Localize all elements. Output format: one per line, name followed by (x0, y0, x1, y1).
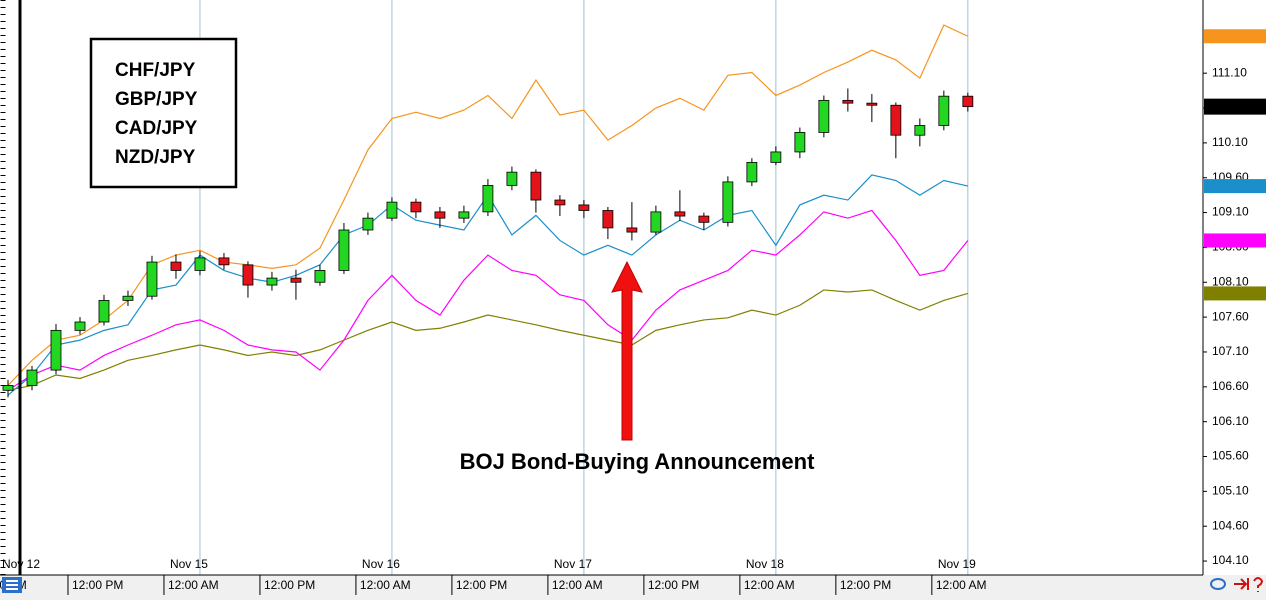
y-tick-label: 109.10 (1212, 205, 1249, 219)
scroll-icon[interactable] (1234, 578, 1249, 590)
candle-body (482, 184, 494, 213)
legend-box (89, 37, 238, 189)
candle-body (554, 199, 566, 206)
candle-body (242, 264, 254, 286)
candle-body (170, 261, 182, 271)
series-last-marker (1204, 179, 1266, 194)
x-tick-label: 12:00 PM (840, 578, 891, 592)
date-label: Nov 18 (746, 557, 784, 571)
series-line (7, 209, 969, 391)
y-tick-label: 106.10 (1212, 414, 1249, 428)
legend-entry: NZD/JPY (115, 147, 196, 168)
candle-body (914, 125, 926, 136)
candle-body (602, 210, 614, 229)
candle-body (290, 277, 302, 283)
legend-entry: GBP/JPY (115, 89, 198, 110)
x-tick-label: 12:00 AM (936, 578, 987, 592)
candle-body (842, 99, 854, 104)
x-tick-label: 12:00 AM (168, 578, 219, 592)
y-tick-label: 107.10 (1212, 344, 1249, 358)
x-tick-label: 12:00 PM (264, 578, 315, 592)
x-tick-label: 12:00 PM (648, 578, 699, 592)
candle-body (2, 385, 14, 391)
series-line (7, 289, 969, 391)
x-tick-label: 12:00 AM (552, 578, 603, 592)
candle-body (578, 204, 590, 211)
candle-body (26, 369, 38, 386)
candle-body (194, 257, 206, 271)
candle-body (410, 201, 422, 213)
candle-body (746, 161, 758, 183)
candle-body (434, 211, 446, 219)
series-last-marker (1204, 233, 1266, 248)
candle-body (890, 104, 902, 136)
plot-area: Nov 12 Nov 15 Nov 16 Nov 17 Nov 18 Nov 19CHF/… (2, 0, 976, 575)
y-tick-label: 104.10 (1212, 553, 1249, 567)
y-tick-label: 105.10 (1212, 484, 1249, 498)
candle-body (698, 215, 710, 223)
y-tick-label: 105.60 (1212, 449, 1249, 463)
candle-body (98, 299, 110, 323)
candle-body (794, 132, 806, 153)
candle-body (218, 257, 230, 266)
y-tick-label: 108.10 (1212, 274, 1249, 288)
candle-body (530, 171, 542, 201)
candle-body (266, 277, 278, 286)
y-tick-label: 104.60 (1212, 518, 1249, 532)
link-icon[interactable] (1210, 578, 1226, 590)
candle-body (50, 329, 62, 371)
candle-body (938, 95, 950, 126)
series-line (7, 24, 969, 386)
date-label: Nov 15 (170, 557, 208, 571)
last-price-box (1204, 98, 1266, 115)
y-tick-label: 107.60 (1212, 309, 1249, 323)
candle-body (626, 227, 638, 233)
candle-body (674, 211, 686, 217)
date-label: Nov 16 (362, 557, 400, 571)
candle-body (962, 95, 974, 108)
time-axis (0, 575, 1266, 600)
candle-body (722, 181, 734, 223)
annotation: BOJ Bond-Buying Announcement (460, 449, 816, 474)
candle-body (506, 171, 518, 186)
y-tick-label: 111.10 (1212, 65, 1247, 79)
last-price-label: 110.62 (1230, 99, 1266, 113)
x-tick-label: 12:00 PM (72, 578, 123, 592)
candle-body (362, 217, 374, 231)
y-tick-label: 106.60 (1212, 379, 1249, 393)
date-label: Nov 17 (554, 557, 592, 571)
candle-body (770, 151, 782, 163)
candle-body (818, 99, 830, 133)
series-last-marker (1204, 286, 1266, 301)
candle-body (122, 295, 134, 301)
candle-body (74, 321, 86, 331)
candle-body (458, 211, 470, 219)
arrow (611, 260, 643, 441)
candle-body (650, 211, 662, 233)
candle-body (314, 270, 326, 283)
legend-entry: CHF/JPY (115, 60, 196, 81)
candle-body (146, 261, 158, 297)
x-tick-label: 12:00 AM (744, 578, 795, 592)
y-tick-label: 110.10 (1212, 135, 1248, 149)
legend-entry: CAD/JPY (115, 118, 198, 139)
candle-body (338, 229, 350, 271)
x-tick-label: 12:00 PM (456, 578, 507, 592)
date-label: Nov 19 (938, 557, 976, 571)
series-last-marker (1204, 29, 1266, 44)
x-tick-label: 12:00 AM (360, 578, 411, 592)
candle-body (386, 201, 398, 219)
candle-body (866, 102, 878, 106)
axes: 111.10110.60110.10109.60109.10108.60108.… (0, 29, 1266, 595)
help-icon[interactable] (1253, 577, 1264, 592)
